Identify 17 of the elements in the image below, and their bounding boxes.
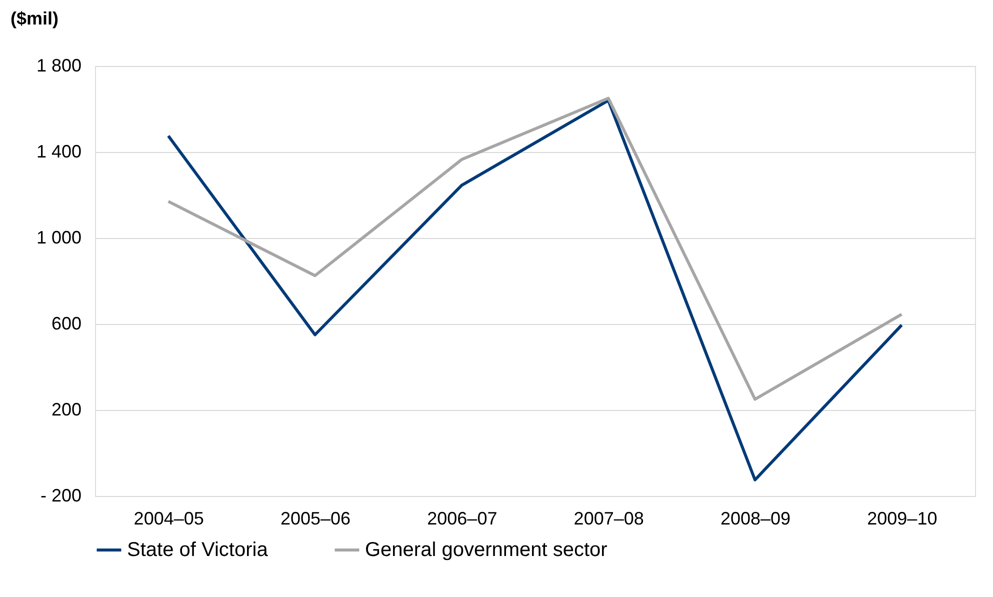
- x-tick-label: 2004–05: [134, 508, 204, 528]
- y-tick-label: 1 000: [36, 228, 82, 248]
- y-tick-label: 200: [51, 400, 82, 420]
- y-tick-label: - 200: [40, 486, 82, 506]
- x-tick-label: 2006–07: [427, 508, 498, 528]
- y-tick-label: 600: [51, 314, 82, 334]
- legend-label: General government sector: [365, 539, 608, 561]
- line-series: [166, 98, 904, 482]
- x-tick-label: 2005–06: [280, 508, 351, 528]
- y-axis-title: ($mil): [10, 8, 59, 28]
- y-tick-label: 1 400: [36, 142, 82, 162]
- x-tick-label: 2008–09: [720, 508, 791, 528]
- x-tick-label: 2009–10: [867, 508, 938, 528]
- legend-label: State of Victoria: [127, 539, 269, 561]
- x-tick-label: 2007–08: [574, 508, 644, 528]
- line-series: [166, 96, 904, 401]
- y-tick-label: 1 800: [36, 56, 82, 76]
